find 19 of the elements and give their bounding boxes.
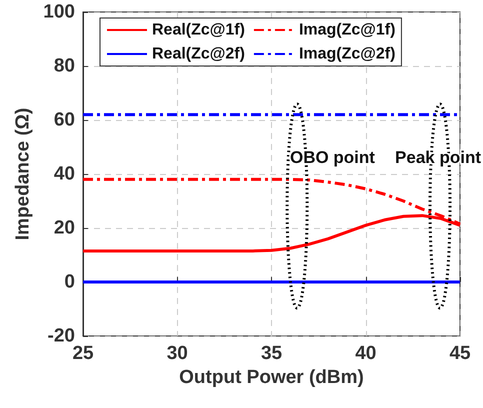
x-tick-label: 45	[449, 343, 471, 364]
legend-label: Imag(Zc@2f)	[298, 46, 396, 62]
x-tick-label: 35	[260, 343, 282, 364]
y-tick-label: -20	[48, 326, 75, 346]
y-tick-label: 100	[43, 2, 75, 22]
legend-label: Real(Zc@1f)	[152, 22, 245, 38]
y-tick-label: 80	[54, 56, 75, 76]
y-tick-label: 60	[54, 110, 75, 130]
y-tick-label: 20	[54, 218, 75, 238]
y-tick-label: 40	[54, 164, 75, 184]
y-tick-label: 0	[64, 272, 75, 292]
annotation: OBO point	[290, 148, 376, 167]
x-tick-label: 25	[72, 343, 94, 364]
x-tick-label: 30	[166, 343, 188, 364]
x-axis-title: Output Power (dBm)	[179, 366, 364, 388]
y-axis-title: Impedance (Ω)	[12, 108, 34, 240]
legend-label: Real(Zc@2f)	[152, 46, 245, 62]
x-tick-label: 40	[355, 343, 376, 364]
legend-label: Imag(Zc@1f)	[298, 22, 396, 38]
